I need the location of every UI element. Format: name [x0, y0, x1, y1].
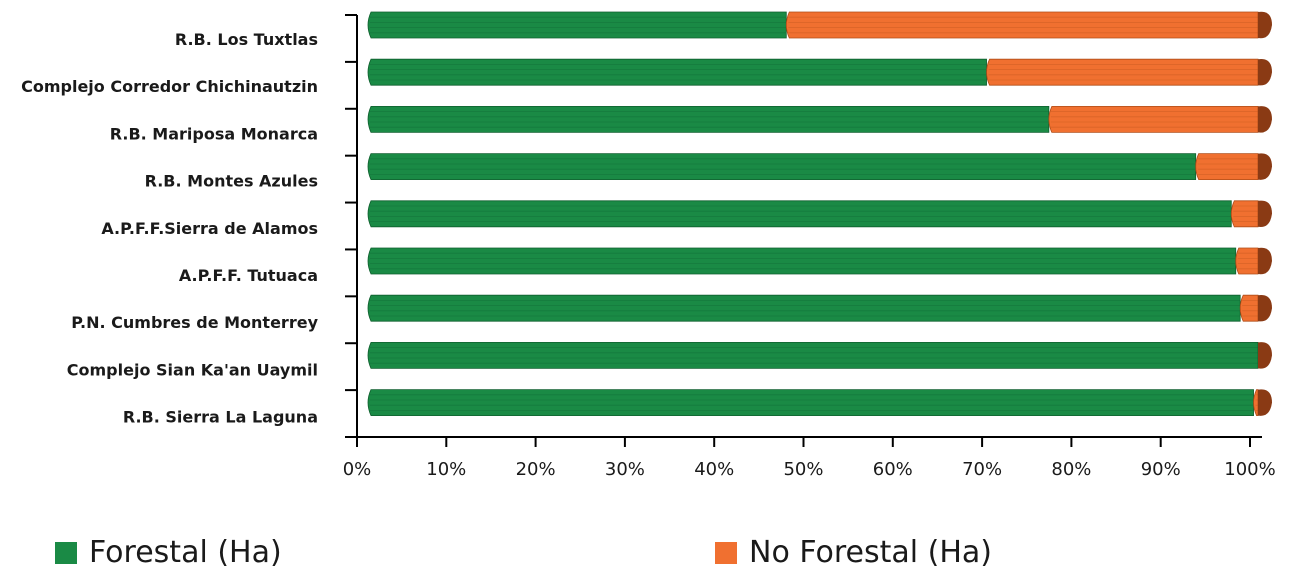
bar-no-forestal: [1230, 200, 1259, 228]
x-tick-label: 50%: [783, 459, 823, 480]
bar-forestal: [367, 247, 1237, 275]
bar-row: [367, 153, 1272, 180]
bar-row: [367, 342, 1272, 369]
legend-no-forestal: No Forestal (Ha): [715, 535, 992, 570]
category-label: R.B. Montes Azules: [145, 172, 318, 191]
x-tick-label: 70%: [962, 459, 1002, 480]
bar-no-forestal: [785, 11, 1259, 39]
bar-no-forestal: [1253, 389, 1259, 416]
x-tick-label: 90%: [1141, 459, 1181, 480]
category-label: P.N. Cumbres de Monterrey: [71, 313, 318, 332]
category-label: R.B. Los Tuxtlas: [175, 30, 318, 49]
bar-no-forestal: [1048, 106, 1259, 133]
x-tick-label: 10%: [426, 459, 466, 480]
legend-swatch-no-forestal: [715, 541, 737, 564]
bar-no-forestal: [1195, 153, 1259, 180]
legend-forestal: Forestal (Ha): [55, 535, 282, 570]
bar-end-cap: [1258, 11, 1272, 39]
category-label: R.B. Sierra La Laguna: [123, 408, 318, 427]
bar-end-cap: [1258, 342, 1272, 369]
category-labels: R.B. Los Tuxtlas Complejo Corredor Chichi…: [21, 30, 318, 427]
bar-forestal: [367, 294, 1241, 322]
category-label: A.P.F.F.Sierra de Alamos: [101, 219, 318, 238]
legend-label-no-forestal: No Forestal (Ha): [749, 535, 993, 570]
bar-no-forestal: [1235, 247, 1259, 275]
category-label: Complejo Sian Ka'an Uaymil: [67, 360, 318, 379]
bar-forestal: [367, 58, 987, 86]
bar-end-cap: [1258, 153, 1272, 180]
bar-forestal: [367, 11, 787, 39]
bar-forestal: [367, 106, 1050, 133]
bar-end-cap: [1258, 389, 1272, 416]
tick-labels: 0% 10% 20% 30% 40% 50% 60% 70% 80% 90% 100%: [343, 459, 1276, 480]
bar-forestal: [367, 200, 1232, 228]
bar-row: [367, 247, 1272, 275]
legend-swatch-forestal: [55, 541, 77, 564]
x-tick-label: 100%: [1224, 459, 1275, 480]
x-tick-label: 40%: [694, 459, 734, 480]
x-tick-label: 0%: [343, 459, 372, 480]
bar-row: [367, 106, 1272, 133]
bar-end-cap: [1258, 294, 1272, 322]
bar-end-cap: [1258, 58, 1272, 86]
bar-row: [367, 389, 1272, 416]
bar-forestal: [367, 342, 1259, 369]
stacked-bar-chart: R.B. Los Tuxtlas Complejo Corredor Chichi…: [21, 11, 1276, 480]
bar-row: [367, 11, 1272, 39]
bar-end-cap: [1258, 106, 1272, 133]
category-label: Complejo Corredor Chichinautzin: [21, 77, 318, 96]
x-tick-label: 80%: [1051, 459, 1091, 480]
bar-no-forestal: [986, 58, 1259, 86]
bar-end-cap: [1258, 200, 1272, 228]
bar-row: [367, 58, 1272, 86]
bar-no-forestal: [1239, 294, 1259, 322]
bar-end-cap: [1258, 247, 1272, 275]
bar-forestal: [367, 153, 1197, 180]
x-tick-label: 60%: [873, 459, 913, 480]
x-tick-label: 20%: [516, 459, 556, 480]
bar-forestal: [367, 389, 1254, 416]
x-tick-label: 30%: [605, 459, 645, 480]
category-label: R.B. Mariposa Monarca: [110, 124, 318, 143]
bar-row: [367, 200, 1272, 228]
chart-axes: [345, 14, 1262, 447]
chart-bars: [367, 11, 1272, 416]
category-label: A.P.F.F. Tutuaca: [179, 266, 318, 285]
bar-row: [367, 294, 1272, 322]
legend-label-forestal: Forestal (Ha): [89, 535, 282, 570]
